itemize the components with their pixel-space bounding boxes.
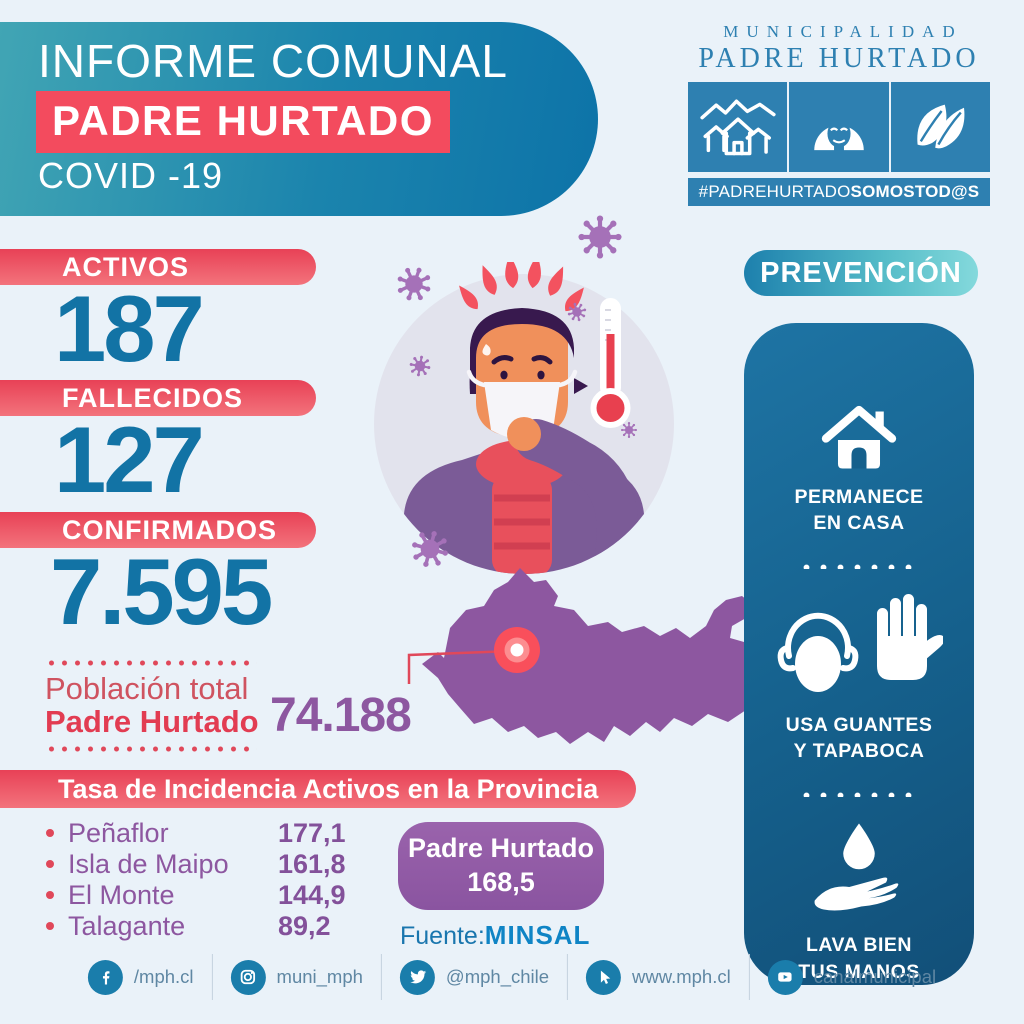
confirmed-value: 7.595	[50, 539, 273, 644]
rate-value-cell: 89,2	[278, 910, 331, 941]
rate-value-cell: 144,9	[278, 879, 346, 910]
divider	[380, 954, 382, 1000]
divider	[567, 954, 569, 1000]
municipality-logo: MUNICIPALIDAD PADRE HURTADO	[688, 22, 990, 206]
prevention-item-label: LAVA BIEN TUS MANOS	[798, 934, 920, 983]
website-link[interactable]: www.mph.cl	[586, 959, 731, 995]
face-mask-icon	[777, 612, 859, 692]
prevention-card: PERMANECE EN CASA	[744, 323, 974, 985]
incidence-title-banner: Tasa de Incidencia Activos en la Provinc…	[0, 770, 636, 808]
header-banner: INFORME COMUNAL PADRE HURTADO COVID -19	[0, 22, 598, 216]
instagram-link[interactable]: muni_mph	[230, 959, 363, 995]
logo-icon-tiles	[688, 82, 990, 172]
rate-value-cell: 177,1	[278, 817, 346, 848]
commune-name: PADRE HURTADO	[36, 90, 450, 153]
instagram-icon	[230, 959, 266, 995]
prevention-item-label: USA GUANTES Y TAPABOCA	[785, 713, 933, 763]
social-footer: /mph.cl muni_mph @mph_chile	[87, 954, 937, 1000]
padre-hurtado-rate-box: Padre Hurtado 168,5	[398, 822, 604, 910]
thermometer-icon	[590, 298, 631, 428]
dotted-divider	[45, 660, 257, 666]
source-label: Fuente:	[400, 922, 485, 950]
highlight-rate-value: 168,5	[467, 867, 535, 897]
bullet-icon	[46, 829, 54, 837]
hashtag-regular: #PADREHURTADO	[698, 182, 851, 201]
commune-name-cell: Peñaflor	[68, 817, 169, 848]
twitter-link[interactable]: @mph_chile	[399, 959, 550, 995]
hashtag-banner: #PADREHURTADO SOMOSTOD@S	[688, 178, 990, 206]
bullet-icon	[46, 922, 54, 930]
bullet-icon	[46, 860, 54, 868]
youtube-handle: canalmunicipal	[813, 966, 937, 987]
glove-icon	[877, 593, 943, 680]
source-value: MINSAL	[484, 920, 591, 950]
dotted-divider	[45, 746, 257, 752]
leaf-icon	[891, 82, 990, 172]
incidence-row: Peñaflor 177,1	[46, 818, 366, 848]
facebook-link[interactable]: /mph.cl	[87, 959, 194, 995]
incidence-row: Isla de Maipo 161,8	[46, 849, 366, 879]
virus-icon	[578, 215, 621, 258]
confirmed-banner: CONFIRMADOS	[0, 512, 316, 548]
province-map	[422, 568, 848, 744]
deaths-value: 127	[54, 407, 205, 512]
population-value: 74.188	[270, 689, 412, 742]
deaths-banner: FALLECIDOS	[0, 380, 316, 416]
twitter-icon	[399, 959, 435, 995]
commune-name-cell: Talagante	[68, 910, 186, 941]
logo-commune-text: PADRE HURTADO	[698, 43, 980, 74]
dotted-divider	[798, 791, 920, 797]
facebook-icon	[87, 959, 123, 995]
open-hand-icon	[814, 877, 899, 911]
hashtag-bold: SOMOSTOD@S	[850, 182, 980, 201]
deaths-label: FALLECIDOS	[62, 382, 244, 413]
youtube-link[interactable]: canalmunicipal	[767, 959, 937, 995]
commune-name-cell: El Monte	[68, 879, 175, 910]
highlight-commune-name: Padre Hurtado	[407, 833, 595, 864]
actives-label: ACTIVOS	[62, 251, 190, 282]
logo-municipality-text: MUNICIPALIDAD	[723, 22, 963, 41]
actives-banner: ACTIVOS	[0, 249, 316, 285]
rate-value-cell: 161,8	[278, 848, 346, 879]
divider	[211, 954, 213, 1000]
instagram-handle: muni_mph	[276, 966, 363, 987]
prevention-item-label: PERMANECE EN CASA	[794, 486, 924, 535]
house-icon	[821, 405, 897, 469]
dotted-divider	[798, 563, 920, 569]
incidence-row: Talagante 89,2	[46, 911, 366, 941]
divider	[748, 954, 750, 1000]
twitter-handle: @mph_chile	[445, 966, 550, 987]
population-label-line2: Padre Hurtado	[45, 704, 259, 739]
incidence-title: Tasa de Incidencia Activos en la Provinc…	[58, 773, 599, 804]
incidence-row: El Monte 144,9	[46, 880, 366, 910]
houses-mountains-icon	[688, 82, 790, 172]
source-note: Fuente:MINSAL	[400, 920, 590, 951]
confirmed-label: CONFIRMADOS	[62, 514, 277, 545]
population-label-line1: Población total	[45, 671, 249, 706]
actives-value: 187	[54, 276, 205, 381]
prevention-title-pill: PREVENCIÓN	[744, 250, 978, 296]
facebook-handle: /mph.cl	[133, 966, 194, 987]
youtube-icon	[767, 959, 803, 995]
padre-hurtado-portrait-icon	[789, 82, 891, 172]
water-drop-icon	[843, 823, 875, 870]
sick-man-illustration	[374, 262, 674, 574]
commune-name-cell: Isla de Maipo	[68, 848, 229, 879]
covid-subtitle: COVID -19	[38, 154, 224, 196]
website-url: www.mph.cl	[632, 966, 731, 987]
report-title: INFORME COMUNAL	[38, 35, 508, 87]
prevention-title: PREVENCIÓN	[760, 256, 962, 289]
cursor-icon	[586, 959, 622, 995]
bullet-icon	[46, 891, 54, 899]
